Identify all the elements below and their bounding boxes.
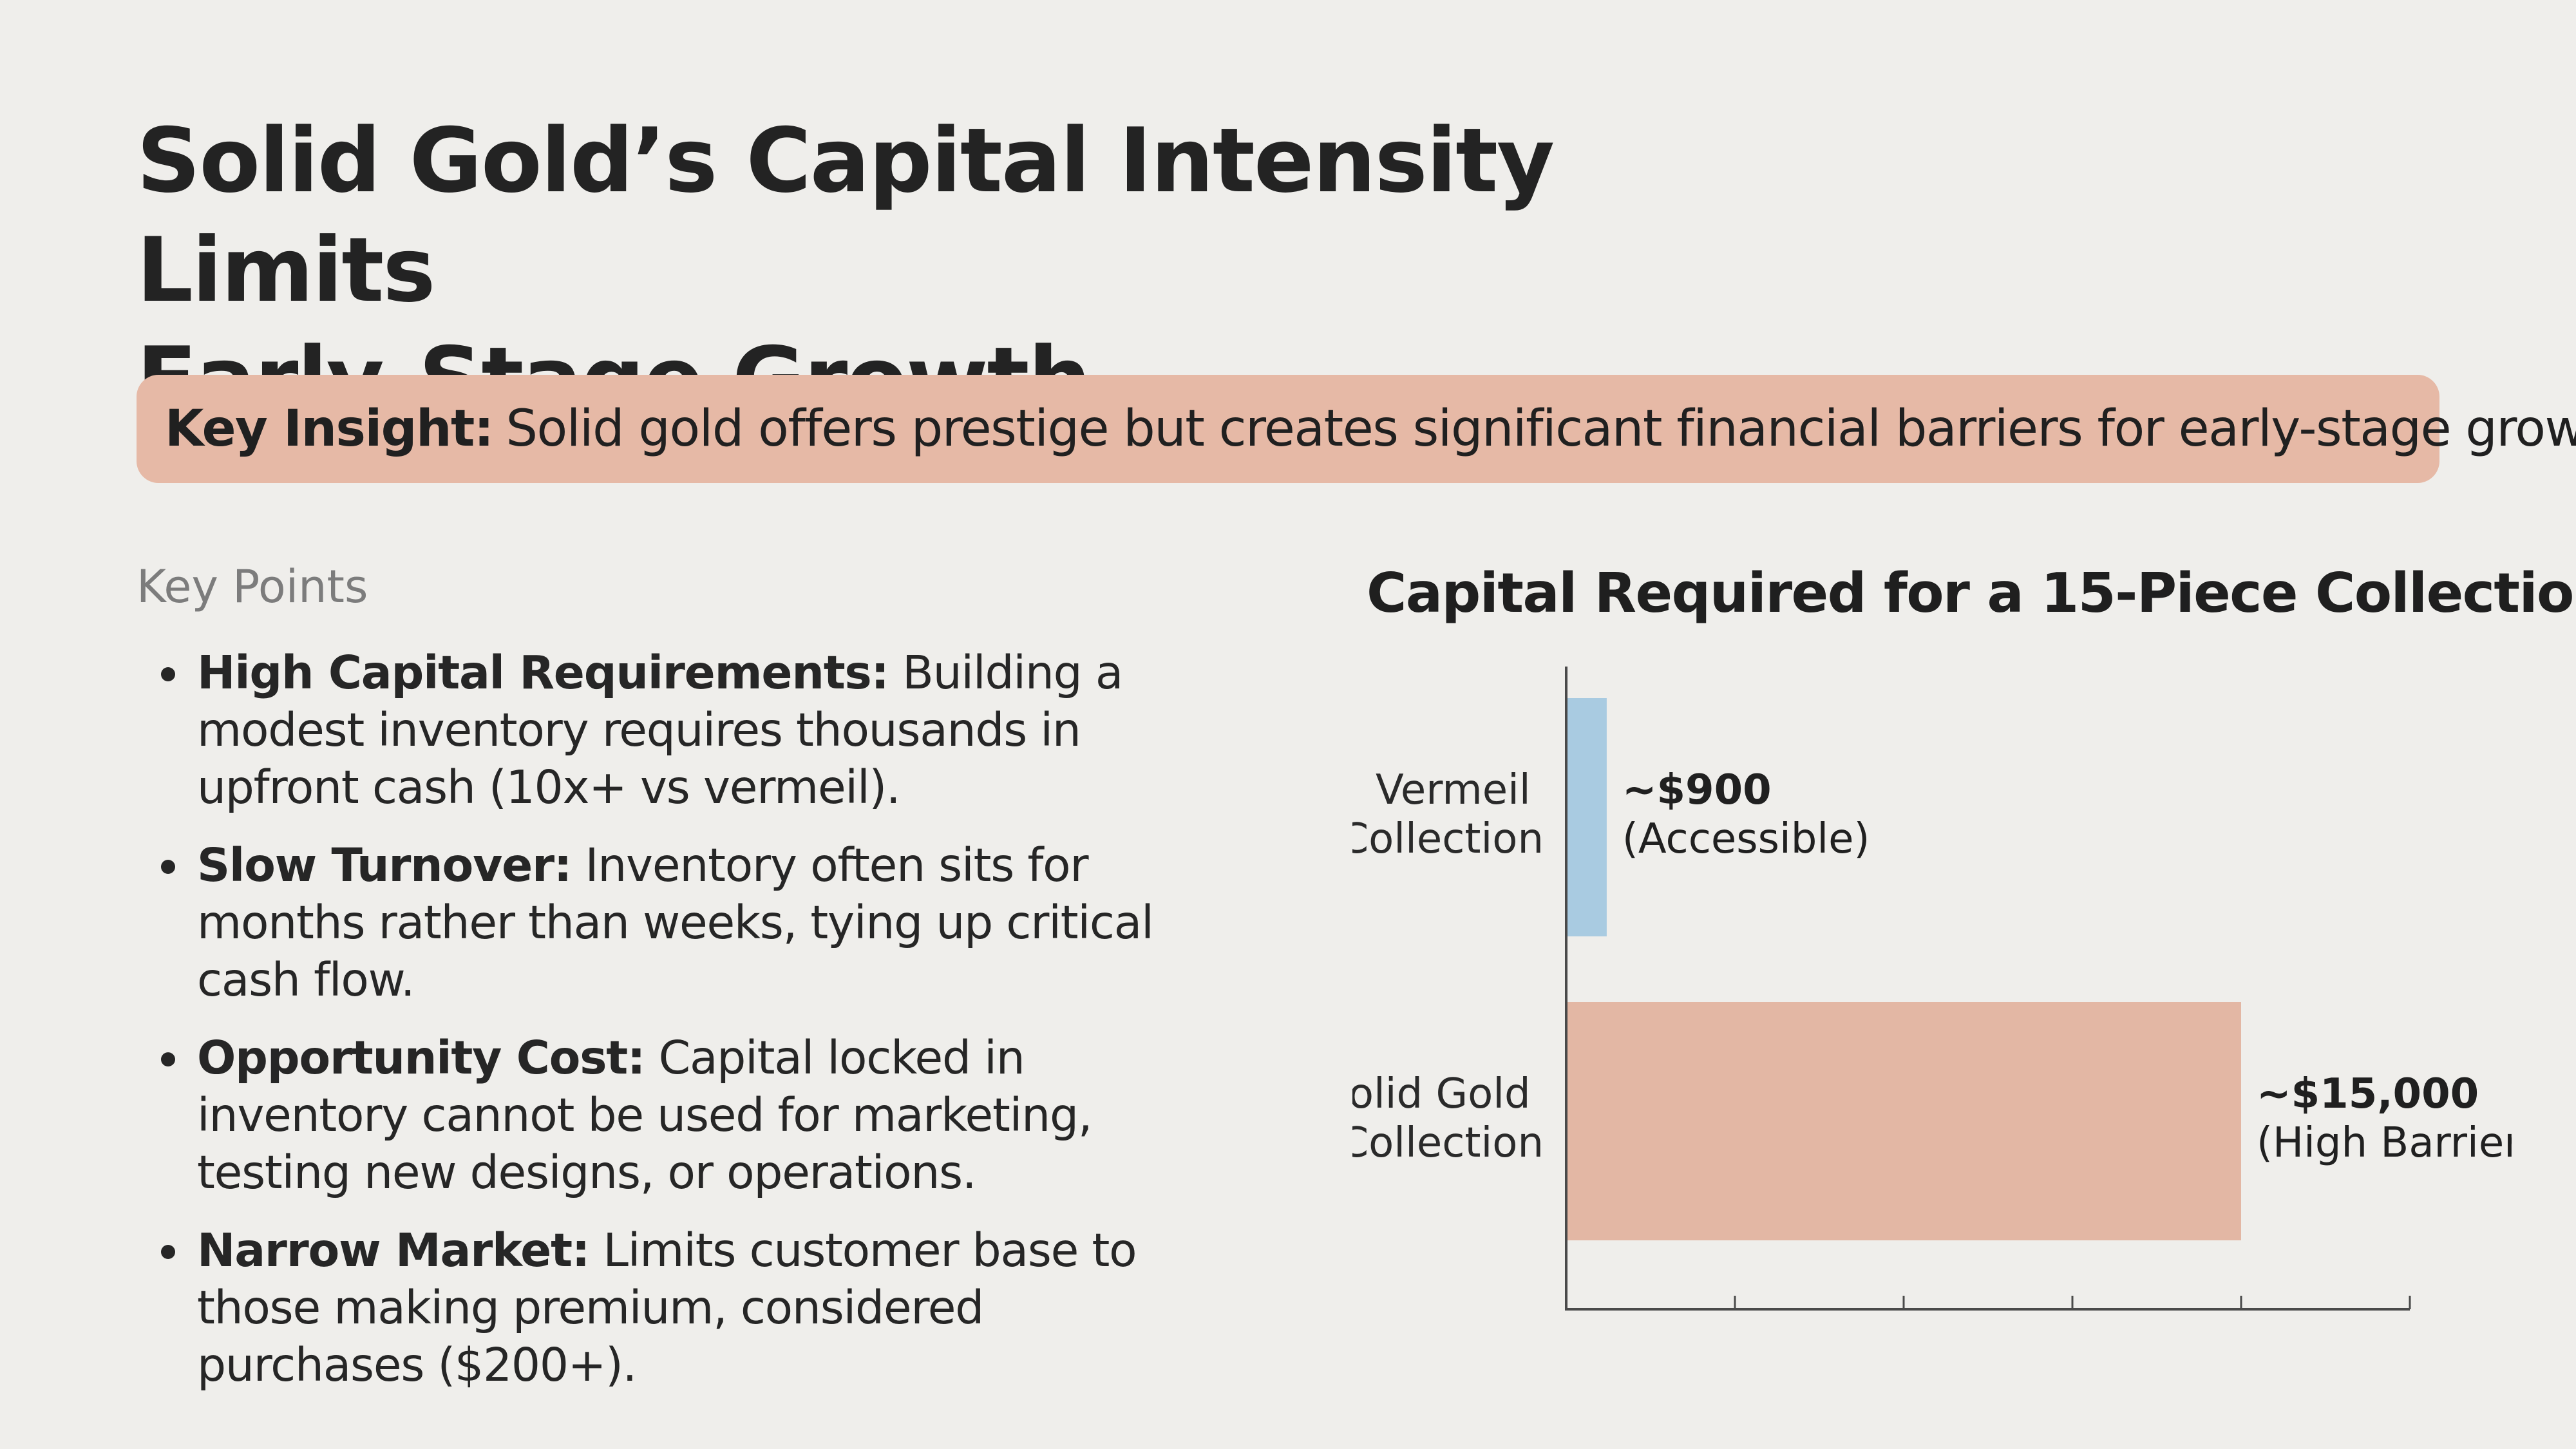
vermeil-value: ~$900: [1622, 766, 1772, 814]
bullet-icon: [161, 860, 175, 874]
key-point-item: Slow Turnover: Inventory often sits for …: [155, 837, 1159, 1009]
key-point-text: Capital locked in inventory cannot be us…: [197, 1031, 1092, 1199]
key-point-label: Slow Turnover:: [197, 838, 572, 892]
bullet-icon: [161, 1052, 175, 1066]
solid-gold-value: ~$15,000: [2257, 1070, 2479, 1118]
solid-gold-category-line-2: Collection: [1352, 1119, 1544, 1167]
key-point-label: High Capital Requirements:: [197, 646, 889, 699]
bullet-icon: [161, 1245, 175, 1259]
key-point-label: Narrow Market:: [197, 1224, 590, 1277]
solid-gold-bar: [1567, 1002, 2241, 1240]
key-point-text: Inventory often sits for months rather t…: [197, 838, 1154, 1007]
solid-gold-category-label: Solid Gold Collection: [1352, 1070, 1544, 1167]
key-point-item: High Capital Requirements: Building a mo…: [155, 644, 1159, 816]
solid-gold-value-label: ~$15,000 (High Barrier): [2257, 1070, 2512, 1167]
key-insight-text: Solid gold offers prestige but creates s…: [506, 400, 2576, 458]
key-points-list: High Capital Requirements: Building a mo…: [155, 644, 1159, 1414]
vermeil-value-label: ~$900 (Accessible): [1622, 766, 1870, 863]
key-point-text: Building a modest inventory requires tho…: [197, 646, 1123, 814]
vermeil-category-label: Vermeil Collection: [1352, 766, 1544, 863]
chart-title: Capital Required for a 15-Piece Collecti…: [1367, 562, 2576, 625]
key-points-heading: Key Points: [137, 560, 368, 613]
key-point-item: Opportunity Cost: Capital locked in inve…: [155, 1029, 1159, 1201]
solid-gold-category-line-1: Solid Gold: [1352, 1070, 1531, 1118]
key-point-item: Narrow Market: Limits customer base to t…: [155, 1222, 1159, 1394]
key-insight-banner: Key Insight: Solid gold offers prestige …: [137, 375, 2576, 483]
x-axis-ticks: [1734, 1296, 2411, 1309]
solid-gold-note: (High Barrier): [2257, 1119, 2512, 1167]
vermeil-category-line-1: Vermeil: [1376, 766, 1531, 814]
key-insight-label: Key Insight:: [165, 400, 494, 458]
vermeil-bar: [1567, 698, 1607, 936]
vermeil-note: (Accessible): [1622, 815, 1870, 863]
vermeil-category-line-2: Collection: [1352, 815, 1544, 863]
key-point-text: Limits customer base to those making pre…: [197, 1224, 1137, 1392]
slide-title-line-1: Solid Gold’s Capital Intensity Limits: [137, 109, 1555, 322]
capital-bar-chart: Vermeil Collection Solid Gold Collection…: [1352, 667, 2512, 1311]
key-point-label: Opportunity Cost:: [197, 1031, 645, 1084]
bullet-icon: [161, 667, 175, 681]
